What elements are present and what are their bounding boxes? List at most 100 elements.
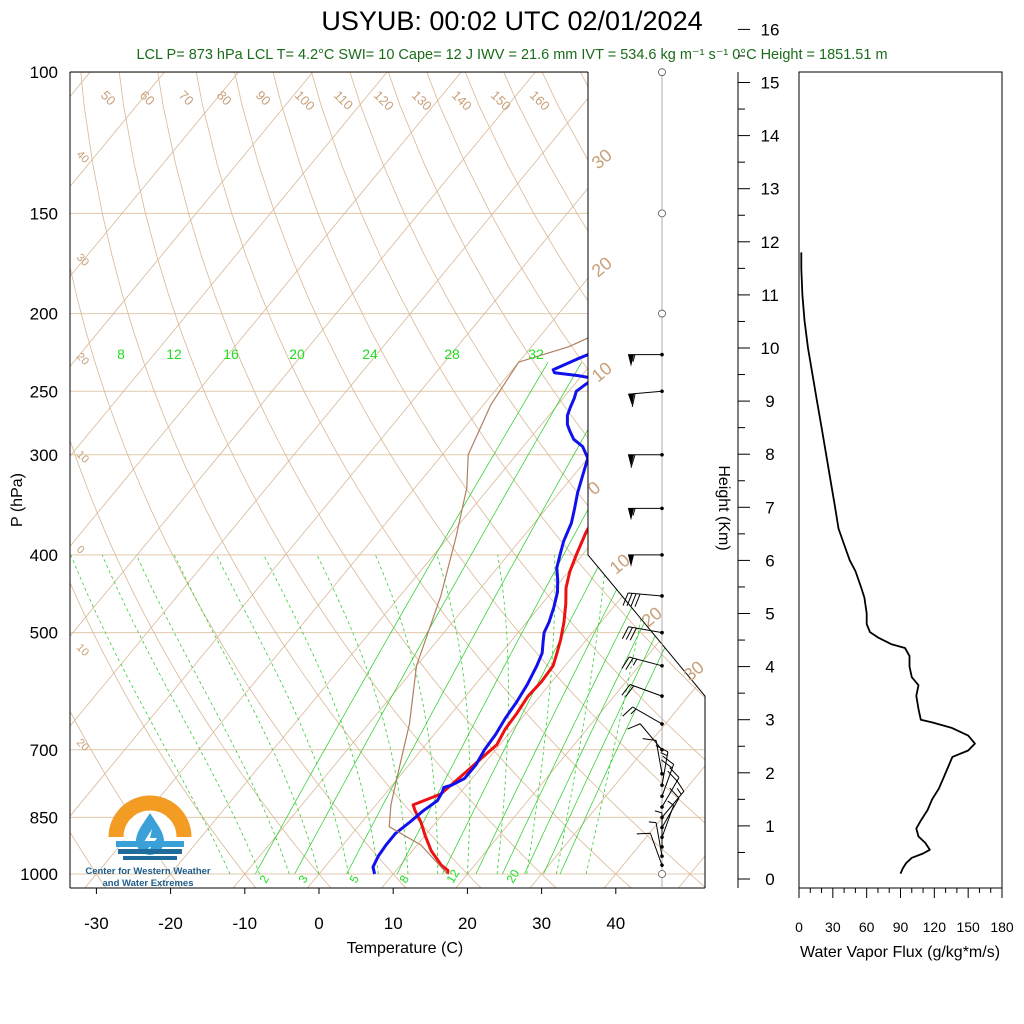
pressure-tick-label: 700 — [30, 741, 58, 760]
calm-wind-marker — [658, 68, 666, 77]
mixing-ratio-line — [543, 533, 705, 875]
wind-barbs — [621, 68, 685, 888]
logo-caption-line-2: and Water Extremes — [102, 878, 194, 889]
height-tick-label: 3 — [765, 711, 774, 730]
barb-dot — [660, 825, 664, 830]
dry-adiabat-line — [70, 831, 107, 888]
barb-staff — [628, 592, 663, 597]
wind-barb — [648, 821, 664, 858]
wind-barb — [636, 832, 664, 867]
barb-staff — [649, 833, 663, 866]
barb-dot — [660, 389, 664, 394]
flux-tick-label: 90 — [893, 919, 909, 935]
mixing-ratio-label: 8 — [117, 346, 125, 362]
flux-tick-label: 150 — [956, 919, 980, 935]
barb-flag — [622, 706, 633, 717]
pressure-tick-label: 150 — [30, 204, 58, 223]
flux-tick-label: 180 — [990, 919, 1014, 935]
wind-barb — [642, 738, 664, 776]
height-tick-label: 4 — [765, 658, 774, 677]
moist-adiabat-line — [173, 554, 320, 875]
barb-half-flag — [630, 708, 637, 715]
pressure-tick-label: 300 — [30, 446, 58, 465]
dry-adiabat-label: 120 — [371, 88, 397, 114]
barb-dot — [660, 815, 664, 820]
dry-adiabat-line — [234, 72, 705, 824]
isotherm-line — [750, 36, 1024, 891]
dry-adiabat-line — [387, 72, 705, 576]
moist-adiabat-line — [585, 554, 654, 875]
dry-adiabat-label: 150 — [488, 88, 514, 114]
dry-adiabat-line — [70, 265, 407, 888]
barb-dot — [660, 783, 664, 788]
pressure-tick-label: 850 — [30, 808, 58, 827]
dry-adiabat-line — [311, 72, 705, 699]
mixing-ratio-label: 12 — [166, 346, 182, 362]
pressure-tick-label: 400 — [30, 546, 58, 565]
barb-dot — [660, 506, 664, 511]
height-tick-label: 12 — [761, 233, 780, 252]
dry-adiabat-label: 130 — [409, 88, 435, 114]
barb-half-flag — [632, 658, 638, 666]
isotherm-line — [232, 315, 705, 888]
moist-adiabat-line — [316, 554, 409, 875]
wind-barb — [660, 787, 680, 830]
dry-adiabat-label: 50 — [98, 88, 119, 109]
barb-half-flag — [648, 821, 657, 824]
barb-half-flag — [676, 788, 682, 795]
barb-dot — [660, 694, 664, 698]
dry-adiabat-line — [272, 72, 705, 761]
mixing-ratio-line — [294, 362, 583, 875]
flux-tick-label: 0 — [795, 919, 803, 935]
barb-half-flag — [632, 508, 636, 516]
isotherm-line — [70, 72, 536, 637]
mixing-ratio-label: 28 — [444, 346, 460, 362]
dry-adiabat-line — [0, 36, 33, 892]
dry-adiabat-label: 70 — [176, 88, 197, 109]
barb-dot — [660, 863, 664, 867]
barb-staff — [661, 791, 685, 818]
flux-tick-label: 30 — [825, 919, 841, 935]
logo-caption: Center for Western Weather and Water Ext… — [70, 866, 226, 890]
barb-dot — [660, 835, 664, 840]
pressure-tick-label: 250 — [30, 382, 58, 401]
pressure-tick-label: 1000 — [20, 865, 58, 884]
barb-dot — [660, 722, 664, 726]
moist-adiabat-line — [101, 554, 260, 875]
barb-flag — [662, 755, 674, 765]
barb-flag — [621, 626, 629, 640]
dry-adiabat-line — [786, 36, 1024, 892]
cw3e-logo-icon — [108, 795, 192, 863]
pressure-tick-label: 100 — [30, 63, 58, 82]
dry-adiabat-label: 60 — [137, 88, 158, 109]
barb-dot — [660, 664, 664, 668]
height-tick-label: 16 — [761, 20, 780, 39]
barb-dot — [660, 772, 664, 776]
height-tick-label: 13 — [761, 180, 780, 199]
wind-barb — [660, 767, 680, 809]
height-tick-label: 15 — [761, 74, 780, 93]
dry-adiabat-line — [503, 72, 705, 394]
dry-adiabat-label: 110 — [331, 88, 356, 113]
temperature-tick-label: 0 — [314, 914, 323, 933]
dry-adiabat-label: 90 — [253, 88, 274, 109]
wind-barb — [621, 656, 664, 670]
wind-barb — [621, 626, 664, 641]
barb-flag — [667, 770, 678, 782]
barb-flag — [661, 759, 673, 769]
barb-flag — [630, 454, 636, 468]
temperature-tick-label: -10 — [233, 914, 258, 933]
temperature-tick-label: 10 — [384, 914, 403, 933]
sounding-summary: LCL P= 873 hPa LCL T= 4.2°C SWI= 10 Cape… — [136, 47, 888, 63]
isotherm-line — [529, 675, 705, 888]
moist-adiabat-line — [263, 554, 379, 875]
barb-dot — [660, 805, 664, 809]
temperature-tick-label: 20 — [458, 914, 477, 933]
isotherm-line — [70, 72, 388, 457]
wind-barb — [628, 553, 664, 567]
barb-dot — [660, 794, 664, 799]
wind-barb — [628, 389, 664, 408]
barb-flag — [626, 593, 633, 607]
plot-mask — [588, 72, 720, 888]
